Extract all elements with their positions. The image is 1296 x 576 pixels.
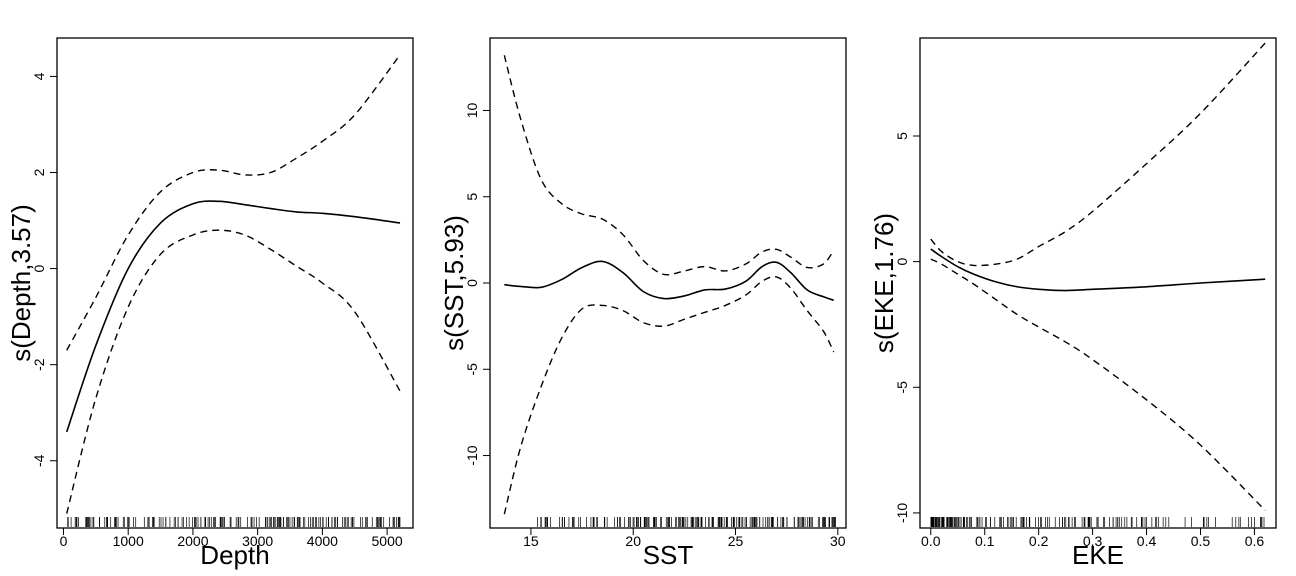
y-tick-label: 10 bbox=[464, 102, 480, 118]
y-tick-label: -10 bbox=[894, 503, 910, 523]
x-tick-label: 0.6 bbox=[1245, 533, 1265, 549]
y-tick-label: -2 bbox=[31, 358, 47, 371]
panel-eke-ylabel: s(EKE,1.76) bbox=[869, 213, 899, 353]
panel-sst-xlabel: SST bbox=[643, 540, 694, 570]
x-tick-label: 5000 bbox=[372, 533, 403, 549]
x-tick-label: 30 bbox=[830, 533, 846, 549]
series-lower-band bbox=[503, 275, 835, 515]
plot-frame-sst bbox=[489, 37, 847, 529]
series-lower-band bbox=[930, 258, 1266, 511]
x-tick-label: 25 bbox=[728, 533, 744, 549]
x-tick-label: 0.1 bbox=[975, 533, 995, 549]
series-upper-band bbox=[503, 55, 835, 276]
y-tick-label: -4 bbox=[31, 454, 47, 467]
x-tick-label: 0.5 bbox=[1191, 533, 1211, 549]
panel-eke-xlabel: EKE bbox=[1072, 540, 1124, 570]
x-tick-label: 20 bbox=[625, 533, 641, 549]
y-tick-label: 0 bbox=[31, 264, 47, 272]
x-tick-label: 15 bbox=[523, 533, 539, 549]
x-tick-label: 0.2 bbox=[1029, 533, 1049, 549]
panel-sst-ylabel: s(SST,5.93) bbox=[439, 215, 469, 351]
x-tick-label: 0.4 bbox=[1137, 533, 1157, 549]
y-tick-label: -5 bbox=[894, 381, 910, 394]
x-tick-label: 3000 bbox=[242, 533, 273, 549]
y-tick-label: 0 bbox=[464, 279, 480, 287]
series-upper-band bbox=[930, 42, 1266, 267]
x-tick-label: 1000 bbox=[113, 533, 144, 549]
series-lower-band bbox=[66, 229, 401, 514]
x-tick-label: 0 bbox=[60, 533, 68, 549]
panel-depth: Depth s(Depth,3.57) 0 1000 2000 3000 4000 500… bbox=[6, 37, 414, 570]
panel-depth-ylabel: s(Depth,3.57) bbox=[6, 204, 36, 362]
series-fit bbox=[504, 260, 834, 302]
x-tick-label: 0.3 bbox=[1083, 533, 1103, 549]
y-tick-label: 5 bbox=[894, 132, 910, 140]
y-tick-label: 5 bbox=[464, 193, 480, 201]
x-tick-label: 0.0 bbox=[921, 533, 941, 549]
plot-frame-depth bbox=[56, 37, 414, 529]
panel-depth-xlabel: Depth bbox=[200, 540, 269, 570]
y-tick-label: -10 bbox=[464, 445, 480, 465]
panel-sst: SST s(SST,5.93) 15 20 25 30 -10 -5 0 5 10 bbox=[439, 37, 847, 570]
series-fit bbox=[930, 248, 1266, 292]
x-tick-label: 2000 bbox=[177, 533, 208, 549]
plot-frame-eke bbox=[919, 37, 1277, 529]
panel-eke: EKE s(EKE,1.76) 0.0 0.1 0.2 0.3 0.4 0.5 0.6 -10… bbox=[869, 37, 1277, 570]
y-tick-label: 2 bbox=[31, 168, 47, 176]
x-tick-label: 4000 bbox=[307, 533, 338, 549]
series-upper-band bbox=[66, 54, 401, 351]
series-fit bbox=[65, 200, 401, 433]
y-tick-label: 0 bbox=[894, 258, 910, 266]
y-tick-label: -5 bbox=[464, 363, 480, 376]
y-tick-label: 4 bbox=[31, 72, 47, 80]
